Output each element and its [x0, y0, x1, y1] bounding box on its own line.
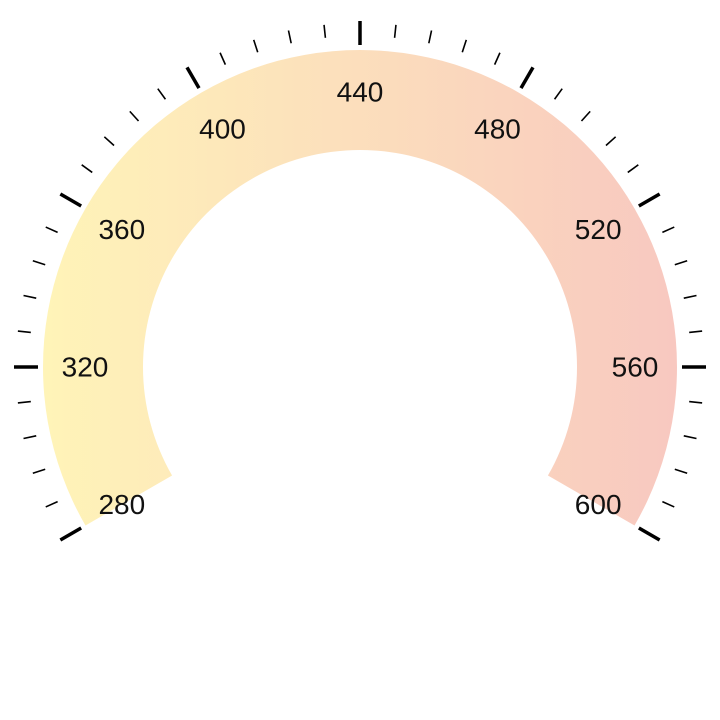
- minor-tick: [17, 400, 31, 404]
- minor-tick: [252, 39, 259, 53]
- minor-tick: [605, 136, 617, 147]
- minor-tick: [662, 500, 675, 508]
- major-tick: [59, 526, 83, 542]
- tick-label: 320: [62, 352, 109, 383]
- major-tick: [59, 192, 83, 208]
- tick-label: 480: [474, 113, 521, 144]
- gauge-tick-labels: 280 320 360 400 440 480 520 560 600: [62, 77, 659, 521]
- minor-tick: [287, 30, 292, 44]
- minor-tick: [683, 435, 697, 440]
- minor-tick: [683, 294, 697, 299]
- minor-tick: [45, 500, 58, 508]
- tick-label: 560: [612, 352, 659, 383]
- major-tick: [185, 66, 201, 90]
- minor-tick: [32, 259, 46, 266]
- tick-label: 400: [199, 113, 246, 144]
- minor-tick: [674, 468, 688, 475]
- minor-tick: [323, 24, 327, 38]
- major-tick: [519, 66, 535, 90]
- minor-tick: [129, 110, 140, 122]
- minor-tick: [674, 259, 688, 266]
- minor-tick: [689, 400, 703, 404]
- minor-tick: [461, 39, 468, 53]
- major-tick: [637, 526, 661, 542]
- minor-tick: [689, 330, 703, 334]
- minor-tick: [103, 136, 115, 147]
- minor-tick: [580, 110, 591, 122]
- minor-tick: [393, 24, 397, 38]
- minor-tick: [553, 88, 563, 100]
- gauge-band: [43, 49, 678, 526]
- gauge-ticks: [14, 21, 706, 542]
- minor-tick: [45, 226, 58, 234]
- tick-label: 360: [98, 214, 145, 245]
- tick-label: 280: [98, 489, 145, 520]
- minor-tick: [81, 164, 93, 174]
- major-tick: [637, 192, 661, 208]
- minor-tick: [428, 30, 433, 44]
- minor-tick: [17, 330, 31, 334]
- minor-tick: [493, 52, 501, 65]
- minor-tick: [23, 435, 37, 440]
- minor-tick: [219, 52, 227, 65]
- tick-label: 440: [337, 77, 384, 108]
- minor-tick: [23, 294, 37, 299]
- tick-label: 520: [575, 214, 622, 245]
- tick-label: 600: [575, 489, 622, 520]
- minor-tick: [157, 88, 167, 100]
- minor-tick: [662, 226, 675, 234]
- minor-tick: [32, 468, 46, 475]
- minor-tick: [627, 164, 639, 174]
